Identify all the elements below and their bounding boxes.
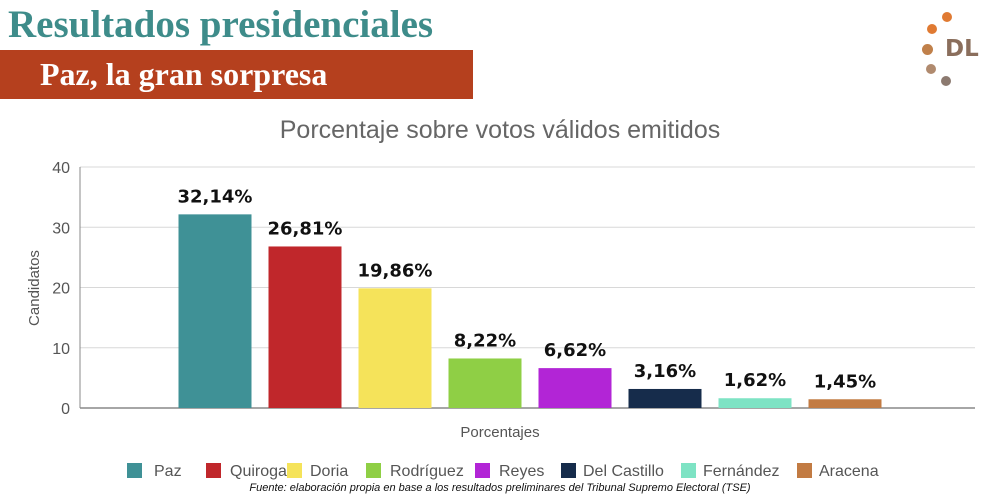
page-title: Resultados presidenciales bbox=[8, 3, 434, 46]
logo-dot bbox=[942, 12, 952, 22]
chart-title: Porcentaje sobre votos válidos emitidos bbox=[280, 116, 721, 144]
data-label: 8,22% bbox=[454, 330, 516, 351]
legend-swatch bbox=[366, 463, 381, 478]
legend-swatch bbox=[561, 463, 576, 478]
legend-label: Del Castillo bbox=[583, 463, 664, 480]
logo-dot bbox=[926, 64, 936, 74]
y-tick-label: 0 bbox=[61, 401, 70, 418]
data-label: 3,16% bbox=[634, 361, 696, 382]
legend-label: Paz bbox=[154, 463, 182, 480]
y-tick-label: 40 bbox=[52, 160, 70, 177]
legend-swatch bbox=[206, 463, 221, 478]
legend-label: Quiroga bbox=[230, 463, 287, 480]
y-tick-label: 10 bbox=[52, 341, 70, 358]
data-label: 1,45% bbox=[814, 371, 876, 392]
bar-chart: Porcentaje sobre votos válidos emitidos 0… bbox=[26, 116, 975, 480]
legend-label: Doria bbox=[310, 463, 348, 480]
bar bbox=[538, 368, 612, 408]
data-label: 26,81% bbox=[268, 218, 343, 239]
logo-dot bbox=[922, 44, 933, 55]
legend-swatch bbox=[475, 463, 490, 478]
bar bbox=[628, 388, 702, 408]
bar bbox=[808, 399, 882, 408]
legend-swatch bbox=[127, 463, 142, 478]
page-subtitle: Paz, la gran sorpresa bbox=[40, 56, 328, 92]
legend-label: Fernández bbox=[703, 463, 780, 480]
legend-swatch bbox=[287, 463, 302, 478]
bar bbox=[358, 288, 432, 408]
subtitle-band bbox=[0, 50, 473, 99]
y-axis-title: Candidatos bbox=[26, 250, 43, 326]
y-tick-label: 30 bbox=[52, 220, 70, 237]
legend-swatch bbox=[681, 463, 696, 478]
data-label: 19,86% bbox=[358, 260, 433, 281]
data-label: 32,14% bbox=[178, 186, 253, 207]
bar bbox=[178, 214, 252, 408]
legend-label: Reyes bbox=[499, 463, 544, 480]
bar bbox=[268, 246, 342, 408]
data-label: 6,62% bbox=[544, 340, 606, 361]
logo-text: DL bbox=[945, 36, 979, 62]
x-axis-title: Porcentajes bbox=[460, 424, 539, 441]
legend-label: Rodríguez bbox=[390, 463, 464, 480]
data-label: 1,62% bbox=[724, 370, 786, 391]
logo-dot bbox=[941, 76, 951, 86]
legend-label: Aracena bbox=[819, 463, 879, 480]
bar bbox=[448, 358, 522, 408]
source-note: Fuente: elaboración propia en base a los… bbox=[249, 482, 751, 494]
logo-dot bbox=[927, 24, 937, 34]
legend-swatch bbox=[797, 463, 812, 478]
y-tick-label: 20 bbox=[52, 281, 70, 298]
bar bbox=[718, 398, 792, 408]
